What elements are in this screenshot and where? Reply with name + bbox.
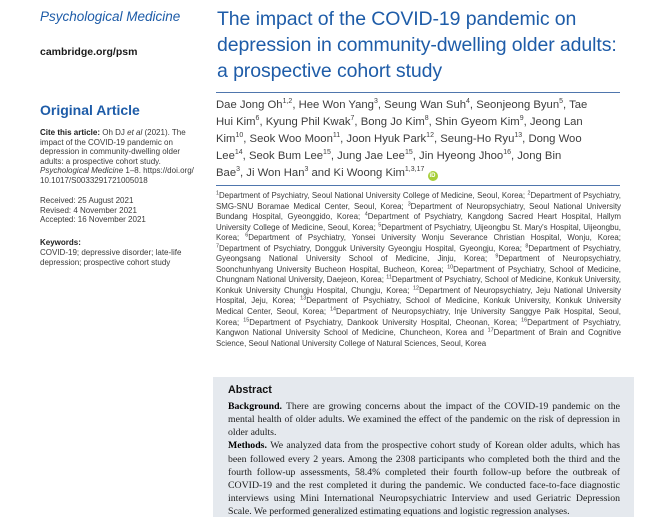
author-name: Jong Bin Bae3 xyxy=(216,149,562,179)
revised-date: Revised: 4 November 2021 xyxy=(40,205,137,215)
keywords-text: COVID-19; depressive disorder; late-life… xyxy=(40,248,182,268)
author-name: Tae Hui Kim6 xyxy=(216,99,588,128)
abstract-section: Abstract Background. There are growing c… xyxy=(213,377,634,517)
article-title: The impact of the COVID-19 pandemic on d… xyxy=(217,8,617,82)
author-name: Kyung Phil Kwak7 xyxy=(265,115,355,128)
author-name: Dong Woo Lee14 xyxy=(216,132,582,162)
history-dates: Received: 25 August 2021 Revised: 4 Nove… xyxy=(40,196,198,225)
accepted-date: Accepted: 16 November 2021 xyxy=(40,215,146,225)
author-name: Joon Hyuk Park12 xyxy=(346,132,434,145)
author-name: Ji Won Han3 xyxy=(246,165,309,179)
orcid-icon[interactable]: iD xyxy=(427,170,438,181)
author-name: Jeong Lan Kim10 xyxy=(216,115,583,145)
journal-name: Psychological Medicine xyxy=(40,9,181,24)
divider xyxy=(216,92,620,93)
received-date: Received: 25 August 2021 xyxy=(40,196,134,205)
section-label: Original Article xyxy=(40,102,140,118)
author-name: Seung Wan Suh4 xyxy=(384,98,470,111)
author-name: Seok Bum Lee15 xyxy=(248,148,331,162)
abstract-heading: Abstract xyxy=(228,384,272,396)
doi-link[interactable]: https://doi.org/10.1017/S003329172100501… xyxy=(40,166,194,185)
abstract-paragraph: Methods. We analyzed data from the prosp… xyxy=(228,440,620,517)
author-name: Seok Woo Moon11 xyxy=(249,132,341,145)
author-name: Ki Woong Kim1,3,17 xyxy=(333,165,425,179)
abstract-paragraph: Background. There are growing concerns a… xyxy=(228,401,620,439)
keywords-block: Keywords: COVID-19; depressive disorder;… xyxy=(40,238,198,269)
author-name: Dae Jong Oh1,2 xyxy=(216,98,293,111)
cite-journal-name: Psychological Medicine xyxy=(40,166,124,176)
author-name: Seonjeong Byun5 xyxy=(476,98,564,111)
keywords-label: Keywords: xyxy=(40,238,81,247)
abstract-paragraphs: Background. There are growing concerns a… xyxy=(228,400,620,517)
author-name: Bong Jo Kim8 xyxy=(360,115,429,128)
author-name: Shin Gyeom Kim9 xyxy=(434,115,524,128)
author-name: Jin Hyeong Jhoo16 xyxy=(419,148,511,162)
journal-url-link[interactable]: cambridge.org/psm xyxy=(40,46,138,58)
author-list: Dae Jong Oh1,2, Hee Won Yang3, Seung Wan… xyxy=(216,98,588,181)
cite-text-3: 1–8. xyxy=(123,166,144,176)
affiliation-list: 1Department of Psychiatry, Seoul Nationa… xyxy=(216,190,621,348)
citation-block: Cite this article: Oh DJ et al (2021). T… xyxy=(40,128,198,186)
cite-text-1: Oh DJ xyxy=(100,128,128,137)
cite-etal: et al xyxy=(127,128,143,137)
author-name: Seung-Ho Ryu13 xyxy=(440,132,523,145)
author-name: Hee Won Yang3 xyxy=(298,98,378,111)
cite-text-2: (2021). The impact of the COVID-19 pande… xyxy=(40,128,186,166)
divider xyxy=(216,185,620,186)
author-name: Jung Jae Lee15 xyxy=(337,148,413,162)
cite-label: Cite this article: xyxy=(40,128,101,137)
